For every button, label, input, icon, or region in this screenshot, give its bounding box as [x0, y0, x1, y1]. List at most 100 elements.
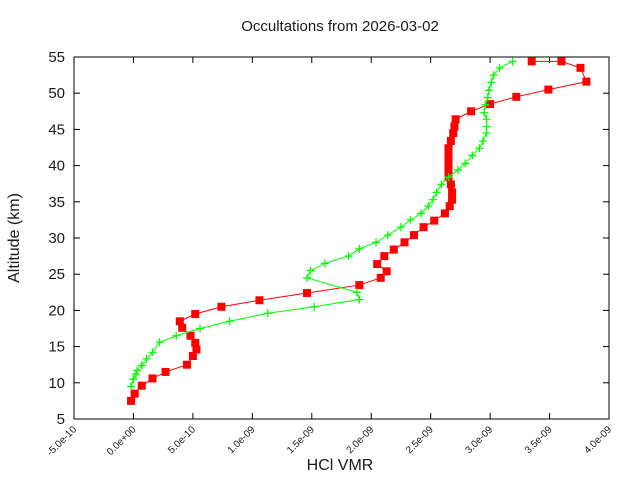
data-point-square-icon — [448, 195, 457, 204]
data-point-square-icon — [373, 260, 382, 269]
y-tick-label: 40 — [48, 158, 65, 175]
data-point-plus-icon — [344, 252, 353, 261]
data-point-plus-icon — [481, 100, 490, 109]
data-point-plus-icon — [196, 324, 205, 333]
data-point-square-icon — [419, 223, 428, 232]
data-point-square-icon — [444, 159, 453, 168]
data-point-square-icon — [192, 345, 201, 354]
data-point-plus-icon — [406, 215, 415, 224]
data-point-square-icon — [382, 267, 391, 276]
data-point-square-icon — [449, 129, 458, 138]
data-point-plus-icon — [480, 108, 489, 117]
x-tick-label: 1.5e-09 — [285, 424, 317, 456]
data-point-plus-icon — [444, 173, 453, 182]
data-point-plus-icon — [131, 370, 140, 379]
data-point-square-icon — [188, 352, 197, 361]
chart-title: Occultations from 2026-03-02 — [241, 18, 439, 35]
data-point-plus-icon — [320, 259, 329, 268]
data-point-plus-icon — [429, 195, 438, 204]
data-point-square-icon — [191, 338, 200, 347]
y-tick-label: 20 — [48, 302, 65, 319]
data-point-plus-icon — [148, 348, 157, 357]
data-point-plus-icon — [417, 209, 426, 218]
data-point-square-icon — [440, 209, 449, 218]
data-point-square-icon — [217, 302, 226, 311]
x-tick-label: 3.0e-09 — [463, 424, 495, 456]
x-tick-label: -5.0e-10 — [45, 424, 79, 458]
y-tick-label: 50 — [48, 85, 65, 102]
y-tick-label: 10 — [48, 375, 65, 392]
data-point-plus-icon — [371, 238, 380, 247]
data-point-square-icon — [410, 231, 419, 240]
data-point-square-icon — [303, 289, 312, 298]
y-tick-label: 55 — [48, 49, 65, 66]
data-point-square-icon — [544, 85, 553, 94]
data-point-square-icon — [191, 310, 200, 319]
data-point-square-icon — [445, 202, 454, 211]
data-point-square-icon — [451, 115, 460, 124]
profile-1-series — [127, 57, 591, 405]
y-tick-label: 45 — [48, 121, 65, 138]
data-point-plus-icon — [508, 57, 517, 66]
data-point-plus-icon — [489, 71, 498, 80]
data-point-plus-icon — [478, 136, 487, 145]
y-axis: 5 10 15 20 25 30 35 40 45 50 55 — [48, 49, 609, 428]
x-tick-label: 3.5e-09 — [523, 424, 555, 456]
data-point-plus-icon — [468, 151, 477, 160]
data-point-plus-icon — [137, 361, 146, 370]
data-point-plus-icon — [355, 295, 364, 304]
data-point-square-icon — [127, 396, 136, 405]
data-point-plus-icon — [483, 93, 492, 102]
data-point-square-icon — [430, 216, 439, 225]
data-point-square-icon — [148, 374, 157, 383]
data-point-plus-icon — [306, 266, 315, 275]
x-tick-label: 5.0e-10 — [166, 424, 198, 456]
data-point-plus-icon — [432, 188, 441, 197]
data-point-square-icon — [444, 144, 453, 153]
data-point-square-icon — [380, 252, 389, 261]
data-point-plus-icon — [127, 382, 136, 391]
data-point-plus-icon — [352, 288, 361, 297]
data-point-plus-icon — [129, 375, 138, 384]
data-point-square-icon — [527, 57, 536, 66]
data-point-plus-icon — [487, 78, 496, 87]
data-point-plus-icon — [133, 366, 142, 375]
data-point-plus-icon — [484, 86, 493, 95]
data-point-square-icon — [450, 122, 459, 131]
data-point-plus-icon — [495, 63, 504, 72]
data-point-square-icon — [467, 107, 476, 116]
data-point-plus-icon — [482, 115, 491, 124]
data-point-square-icon — [446, 180, 455, 189]
data-point-square-icon — [376, 273, 385, 282]
x-tick-label: 0.0e+00 — [105, 424, 139, 458]
y-tick-label: 15 — [48, 339, 65, 356]
data-point-plus-icon — [155, 338, 164, 347]
x-tick-label: 2.0e-09 — [345, 424, 377, 456]
y-tick-label: 25 — [48, 266, 65, 283]
data-point-square-icon — [446, 136, 455, 145]
data-point-plus-icon — [303, 273, 312, 282]
data-point-plus-icon — [383, 231, 392, 240]
data-point-plus-icon — [454, 165, 463, 174]
data-point-square-icon — [355, 281, 364, 290]
data-point-square-icon — [582, 77, 591, 86]
y-axis-label: Altitude (km) — [6, 193, 23, 283]
data-point-plus-icon — [437, 180, 446, 189]
plot-frame — [73, 56, 610, 420]
data-point-square-icon — [178, 323, 187, 332]
x-tick-label: 4.0e-09 — [582, 424, 614, 456]
data-point-plus-icon — [475, 144, 484, 153]
y-tick-label: 30 — [48, 230, 65, 247]
data-point-square-icon — [175, 317, 184, 326]
series-layer — [127, 57, 591, 405]
data-point-plus-icon — [355, 244, 364, 253]
x-tick-label: 2.5e-09 — [404, 424, 436, 456]
data-point-square-icon — [486, 100, 495, 109]
data-point-square-icon — [389, 245, 398, 254]
data-point-plus-icon — [310, 302, 319, 311]
y-tick-label: 35 — [48, 194, 65, 211]
data-point-square-icon — [400, 238, 409, 247]
data-point-square-icon — [186, 331, 195, 340]
data-point-square-icon — [444, 151, 453, 160]
